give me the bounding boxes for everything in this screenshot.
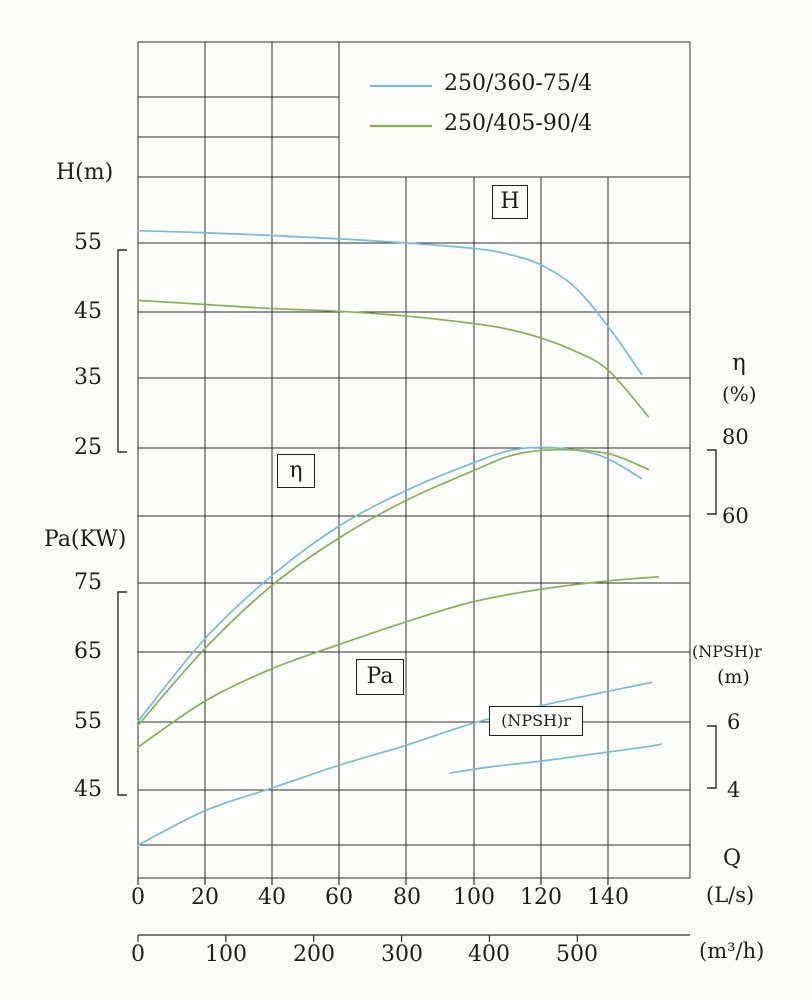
q-ls-tick-60: 60	[325, 885, 353, 910]
npshr-axis-unit: (m)	[717, 666, 750, 688]
q-m3h-tick-100: 100	[205, 942, 247, 967]
curve-npshr-250/360-75/4	[449, 743, 663, 774]
npshr-tick-6: 6	[727, 710, 741, 734]
curve-label-box-eta: η	[277, 454, 315, 488]
pa-tick-55: 55	[74, 709, 102, 734]
q-axis-unit-m3h: (m³/h)	[699, 939, 765, 963]
curve-Pa-250/405-90/4	[137, 575, 660, 749]
q-ls-tick-100: 100	[453, 885, 495, 910]
h-tick-35: 35	[74, 365, 102, 390]
curve-label-box-h: H	[492, 185, 528, 219]
eta-axis-unit: (%)	[722, 382, 757, 406]
q-axis-title: Q	[723, 846, 742, 871]
q-ls-tick-40: 40	[258, 885, 286, 910]
curve-H-250/360-75/4	[137, 229, 643, 375]
pa-scale-bracket	[117, 591, 127, 796]
h-axis-title: H(m)	[56, 160, 114, 185]
eta-tick-80: 80	[722, 425, 749, 449]
q-ls-tick-80: 80	[393, 885, 421, 910]
q-m3h-tick-500: 500	[556, 942, 598, 967]
npshr-axis-title: (NPSH)r	[692, 642, 762, 661]
eta-tick-60: 60	[722, 504, 749, 528]
eta-axis-title: η	[732, 350, 746, 376]
h-tick-55: 55	[74, 230, 102, 255]
curve-H-250/405-90/4	[137, 299, 650, 418]
q-m3h-tick-400: 400	[468, 942, 510, 967]
q-axis-unit-ls: (L/s)	[706, 883, 755, 907]
q-m3h-tick-0: 0	[131, 942, 145, 967]
q-ls-tick-20: 20	[191, 885, 219, 910]
q-m3h-tick-300: 300	[381, 942, 423, 967]
h-tick-25: 25	[74, 435, 102, 460]
pa-tick-65: 65	[74, 639, 102, 664]
q-m3h-tick-200: 200	[293, 942, 335, 967]
q-ls-tick-140: 140	[587, 885, 629, 910]
h-scale-bracket	[117, 249, 127, 453]
eta-scale-bracket	[707, 449, 717, 515]
legend-label-250-405-90-4: 250/405-90/4	[444, 111, 593, 136]
h-tick-45: 45	[74, 299, 102, 324]
pa-axis-title: Pa(KW)	[44, 527, 127, 552]
npshr-tick-4: 4	[727, 778, 741, 802]
curve-label-box-pa: Pa	[356, 659, 404, 695]
pa-tick-75: 75	[74, 570, 102, 595]
pa-tick-45: 45	[74, 777, 102, 802]
npshr-scale-bracket	[707, 725, 717, 789]
q-ls-tick-120: 120	[520, 885, 562, 910]
curve-eta-250/405-90/4	[137, 448, 650, 727]
legend-label-250-360-75-4: 250/360-75/4	[444, 71, 593, 96]
q-ls-tick-0: 0	[131, 885, 145, 910]
curve-Pa-250/360-75/4	[137, 681, 653, 847]
curve-label-box-npshr: (NPSH)r	[489, 706, 583, 736]
